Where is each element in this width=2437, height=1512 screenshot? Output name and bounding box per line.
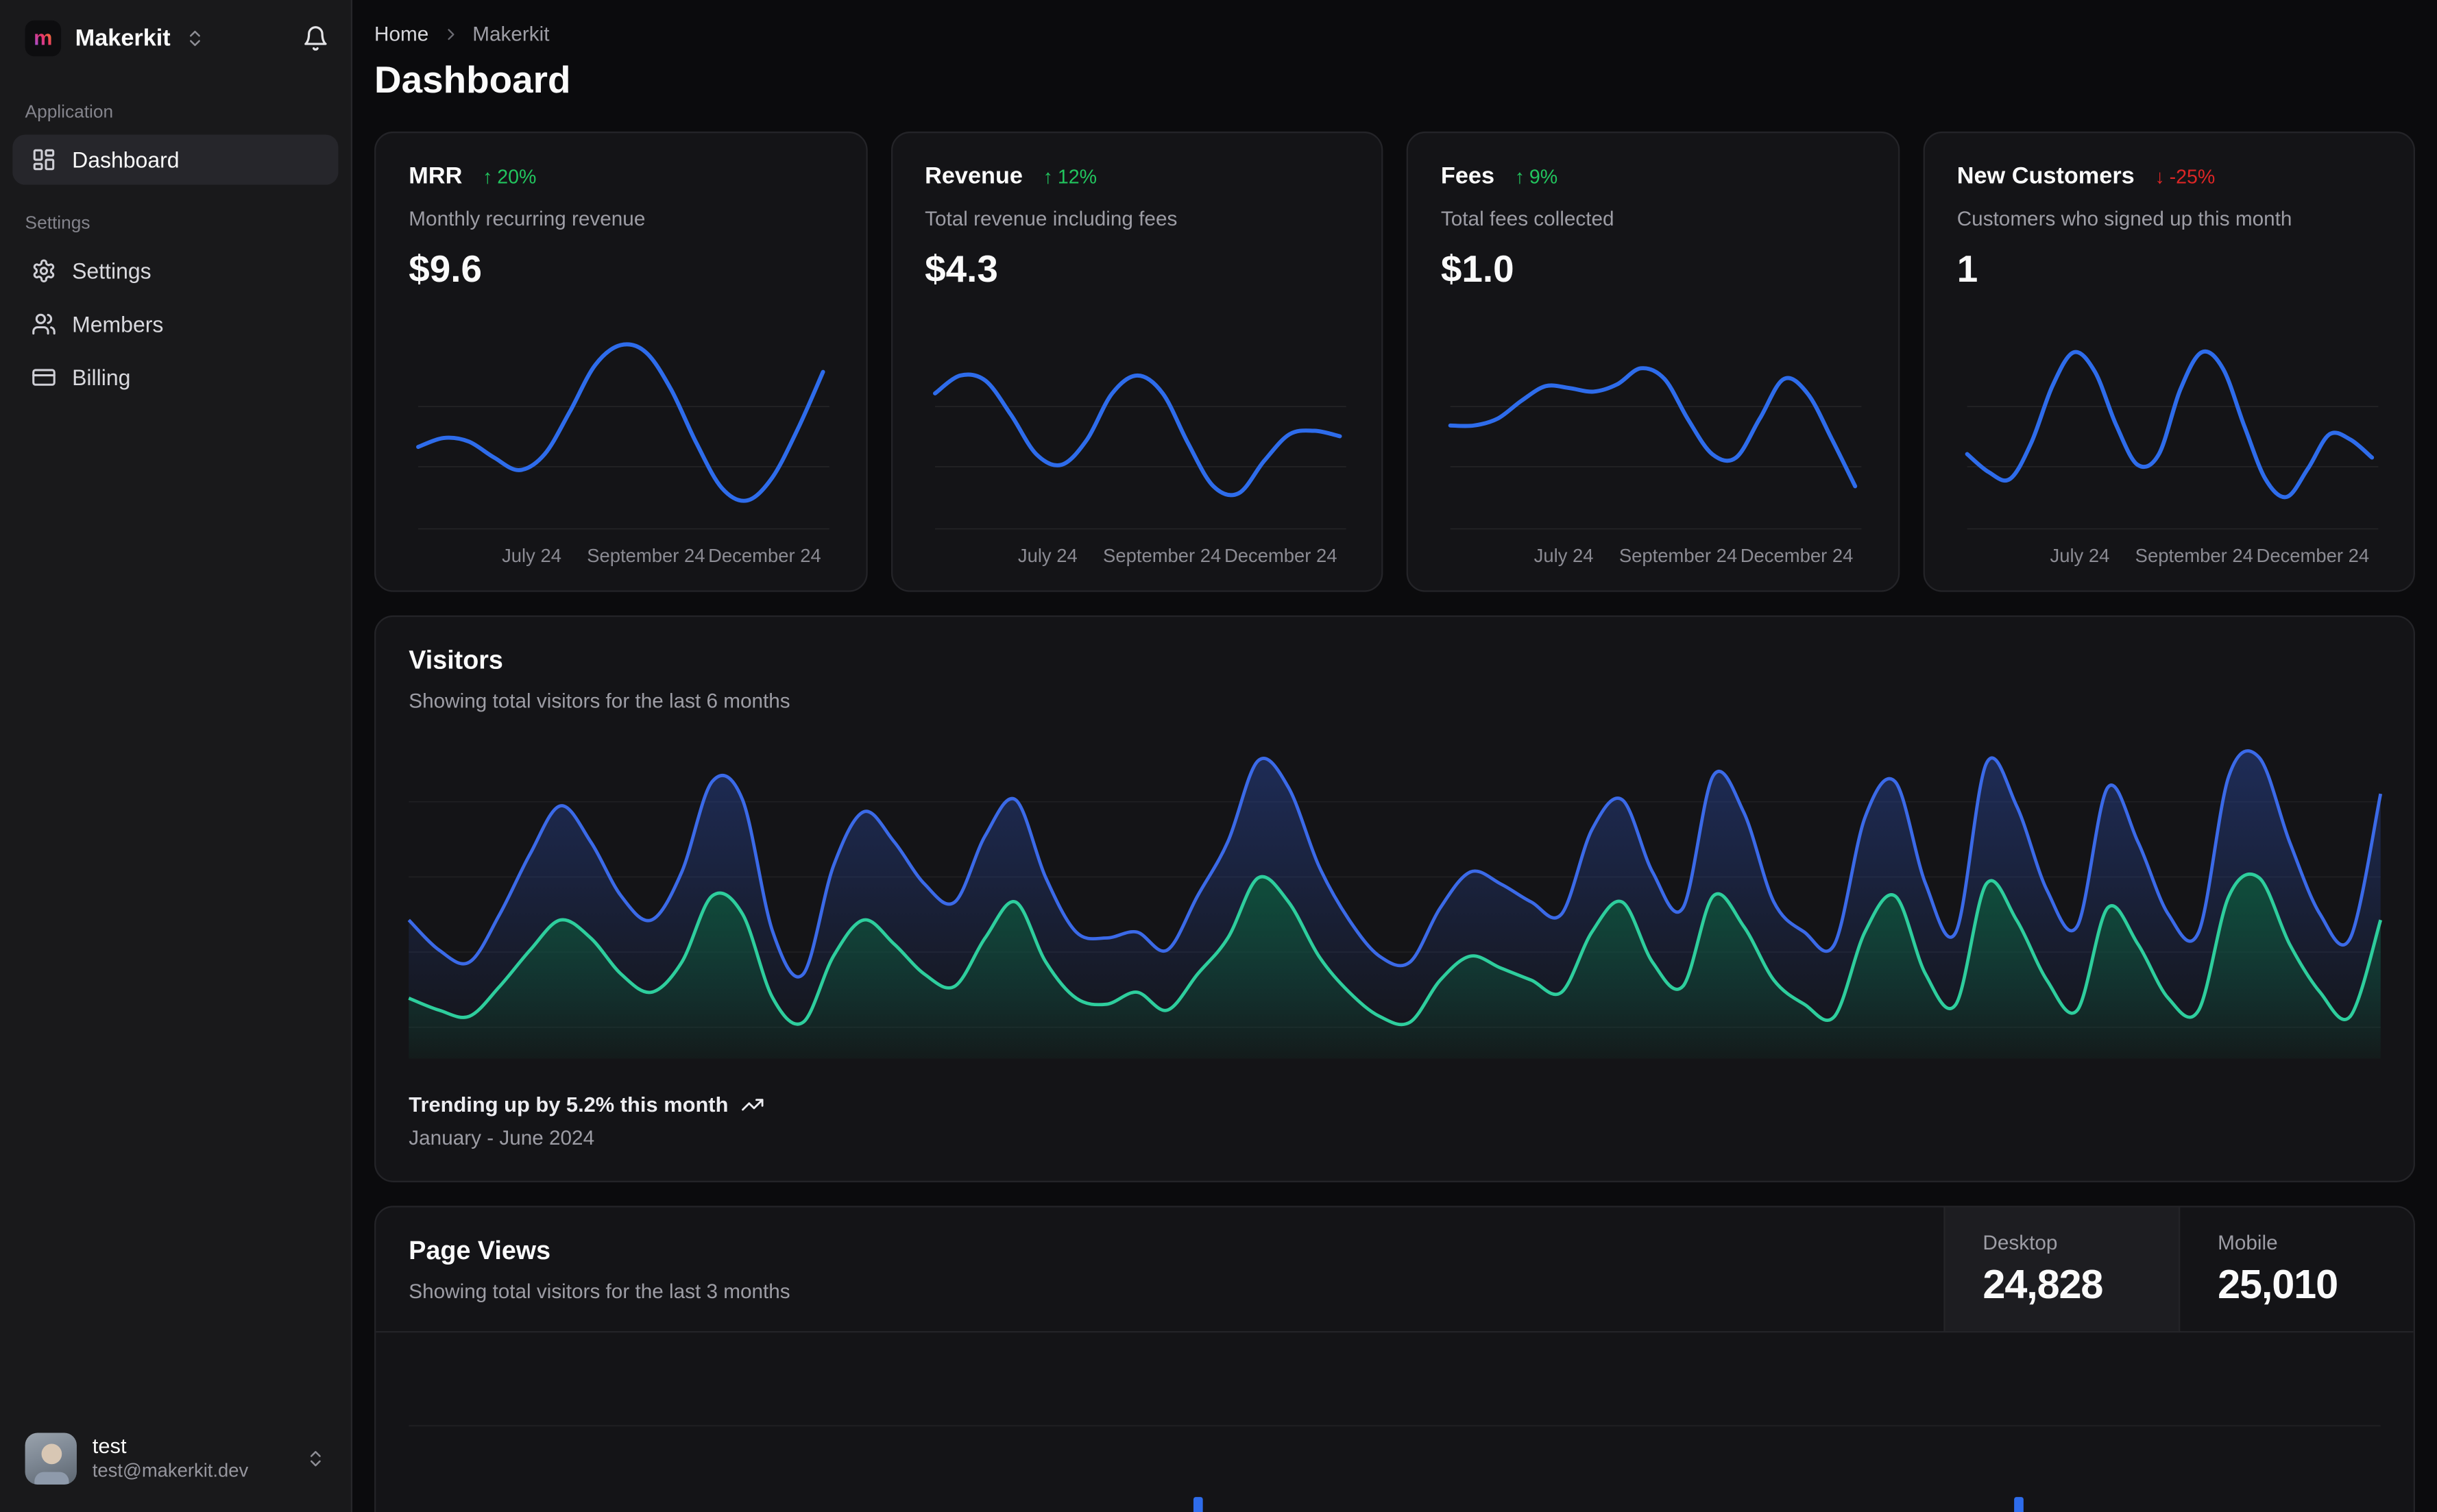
stat-value: $1.0 — [1440, 249, 1514, 291]
sidebar-group-settings: Settings — [25, 215, 90, 234]
visitors-date-range: January - June 2024 — [409, 1125, 595, 1149]
stat-title: Revenue — [925, 162, 1023, 190]
user-menu[interactable]: test test@makerkit.dev — [0, 1411, 351, 1512]
stat-card-mrr: MRR ↑ 20% Monthly recurring revenue $9.6 July… — [374, 131, 867, 592]
stat-card-new-customers: New Customers ↓ -25% Customers who signed u… — [1922, 131, 2416, 592]
page-views-bar-chart[interactable] — [409, 1332, 2381, 1512]
page-title: Dashboard — [374, 59, 571, 102]
stat-subtitle: Monthly recurring revenue — [409, 206, 646, 230]
stat-card-revenue: Revenue ↑ 12% Total revenue including fees $… — [890, 131, 1383, 592]
sidebar-item-label: Billing — [72, 365, 131, 390]
trend-badge: ↑ 9% — [1514, 166, 1558, 188]
stat-subtitle: Total fees collected — [1440, 206, 1614, 230]
makerkit-logo-icon: m — [25, 20, 62, 57]
sidebar-item-billing[interactable]: Billing — [12, 352, 338, 402]
stat-title: Fees — [1440, 162, 1495, 190]
trend-arrow-icon: ↑ — [1043, 166, 1053, 188]
visitors-subtitle: Showing total visitors for the last 6 mo… — [409, 689, 790, 713]
sidebar-item-label: Members — [72, 311, 164, 337]
bar — [2013, 1497, 2024, 1512]
mobile-total: 25,010 — [2218, 1260, 2338, 1308]
chevrons-up-down-icon — [184, 28, 205, 49]
sidebar-item-settings[interactable]: Settings — [12, 246, 338, 296]
user-name: test — [92, 1433, 127, 1458]
stat-subtitle: Total revenue including fees — [925, 206, 1178, 230]
user-email: test@makerkit.dev — [92, 1460, 249, 1483]
trend-badge: ↑ 20% — [483, 166, 537, 188]
stat-value: $4.3 — [925, 249, 998, 291]
sidebar-group-application: Application — [25, 103, 114, 123]
users-icon — [32, 312, 57, 337]
user-avatar — [25, 1432, 77, 1485]
sidebar-item-members[interactable]: Members — [12, 299, 338, 349]
stat-cards-row: MRR ↑ 20% Monthly recurring revenue $9.6 July… — [374, 131, 2416, 592]
x-axis-labels: July 24 September 24 December 24 — [1533, 545, 1854, 568]
stat-value: $9.6 — [409, 249, 483, 291]
sidebar: m Makerkit Application Dashboard Setting… — [0, 0, 353, 1512]
sparkline-chart — [1957, 330, 2381, 531]
x-axis-labels: July 24 September 24 December 24 — [502, 545, 821, 568]
team-switcher[interactable]: m Makerkit — [0, 0, 351, 75]
stat-value: 1 — [1956, 249, 1978, 291]
trend-badge: ↑ 12% — [1043, 166, 1098, 188]
gridline — [409, 1425, 2381, 1427]
trend-arrow-icon: ↓ — [2155, 166, 2165, 188]
desktop-total: 24,828 — [1983, 1260, 2103, 1308]
tab-mobile[interactable]: Mobile 25,010 — [2179, 1207, 2414, 1331]
sparkline-chart — [409, 330, 832, 531]
chevrons-up-down-icon — [306, 1448, 326, 1469]
trend-arrow-icon: ↑ — [1514, 166, 1525, 188]
breadcrumb-home-link[interactable]: Home — [374, 21, 429, 46]
stat-subtitle: Customers who signed up this month — [1956, 206, 2292, 230]
page-views-card: Page Views Showing total visitors for th… — [374, 1206, 2416, 1512]
breadcrumb: Home Makerkit — [374, 22, 2415, 45]
stat-card-fees: Fees ↑ 9% Total fees collected $1.0 July 24 Se… — [1406, 131, 1900, 592]
credit-card-icon — [32, 365, 57, 390]
trending-up-icon — [741, 1093, 764, 1117]
trend-arrow-icon: ↑ — [483, 166, 493, 188]
svg-text:m: m — [34, 26, 52, 50]
sparkline-chart — [925, 330, 1348, 531]
main-content: Home Makerkit Dashboard MRR ↑ 20% Monthly r… — [352, 0, 2437, 1512]
x-axis-labels: July 24 September 24 December 24 — [2050, 545, 2370, 568]
x-axis-labels: July 24 September 24 December 24 — [1017, 545, 1337, 568]
chevron-right-icon — [441, 24, 460, 42]
team-name: Makerkit — [75, 25, 171, 52]
sidebar-item-label: Dashboard — [72, 147, 180, 173]
stat-title: New Customers — [1956, 162, 2135, 190]
page-views-subtitle: Showing total visitors for the last 3 mo… — [409, 1279, 790, 1303]
page-views-header: Page Views Showing total visitors for th… — [376, 1207, 2414, 1333]
visitors-title: Visitors — [409, 646, 503, 675]
visitors-trend-text: Trending up by 5.2% this month — [409, 1093, 729, 1117]
visitors-area-chart[interactable] — [409, 746, 2380, 1059]
bell-icon[interactable] — [302, 25, 329, 52]
visitors-card: Visitors Showing total visitors for the … — [374, 615, 2416, 1182]
page-views-title: Page Views — [409, 1236, 551, 1266]
sparkline-chart — [1441, 330, 1865, 531]
layout-dashboard-icon — [32, 147, 57, 173]
sidebar-item-dashboard[interactable]: Dashboard — [12, 134, 339, 185]
trend-badge: ↓ -25% — [2155, 166, 2216, 188]
bar — [1193, 1497, 1204, 1512]
sidebar-item-label: Settings — [72, 258, 151, 284]
gear-icon — [32, 258, 57, 284]
tab-desktop[interactable]: Desktop 24,828 — [1943, 1207, 2179, 1331]
stat-title: MRR — [409, 162, 463, 190]
breadcrumb-current: Makerkit — [472, 21, 550, 46]
